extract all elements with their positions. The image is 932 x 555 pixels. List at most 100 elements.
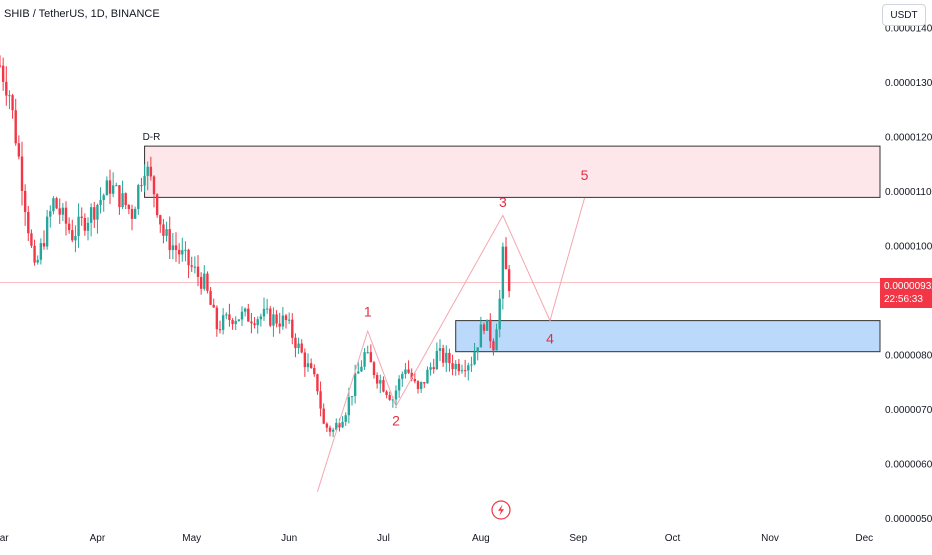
candle-body — [89, 207, 93, 223]
bar-countdown: 22:56:33 — [884, 294, 923, 305]
candle-body — [256, 319, 259, 326]
candle-body — [77, 216, 80, 236]
candle-body — [118, 185, 121, 208]
candle-body — [199, 276, 203, 289]
candle-body — [353, 373, 357, 397]
candle-body — [388, 395, 391, 400]
candle-body — [467, 365, 470, 371]
candle-body — [55, 198, 58, 209]
wave-label-4: 4 — [546, 331, 554, 347]
candle-body — [225, 314, 228, 316]
candle-body — [413, 379, 417, 382]
wave-layer: 1 2 3 4 5 — [316, 167, 589, 492]
candle-body — [218, 329, 222, 331]
candle-body — [11, 95, 14, 111]
last-price-value: 0.00000932 — [884, 281, 932, 292]
candle-body — [243, 308, 247, 312]
wave-path[interactable] — [316, 197, 586, 492]
candle-body — [382, 380, 385, 392]
candle-body — [473, 352, 476, 365]
lightning-icon[interactable] — [491, 500, 511, 520]
candle-body — [504, 246, 508, 270]
candle-body — [419, 382, 423, 389]
candles-layer — [0, 55, 511, 437]
candle-body — [448, 352, 451, 364]
candle-body — [438, 348, 442, 351]
candle-body — [234, 320, 237, 325]
candle-body — [149, 166, 153, 177]
candle-body — [215, 307, 219, 330]
candle-body — [121, 193, 124, 208]
candle-body — [247, 308, 250, 322]
candle-body — [96, 204, 99, 220]
candle-body — [350, 396, 354, 398]
candle-body — [155, 194, 159, 216]
candle-body — [366, 352, 369, 354]
candle-body — [231, 319, 234, 325]
y-tick-label: 0.00001100 — [885, 187, 932, 198]
currency-button[interactable]: USDT — [882, 4, 926, 26]
candle-body — [397, 378, 401, 391]
demand-zone[interactable] — [455, 320, 881, 353]
candle-body — [228, 314, 231, 320]
candle-body — [74, 235, 77, 241]
candle-body — [457, 363, 461, 372]
candle-body — [240, 311, 244, 320]
candle-body — [507, 269, 511, 292]
candle-body — [143, 175, 146, 186]
candle-body — [470, 364, 473, 366]
candle-body — [385, 391, 388, 396]
candle-body — [476, 347, 479, 353]
supply-zone[interactable] — [144, 145, 881, 198]
candle-body — [325, 423, 329, 428]
candle-body — [49, 211, 52, 217]
candle-body — [262, 308, 266, 317]
symbol-title: SHIB / TetherUS, 1D, BINANCE — [4, 8, 160, 20]
candle-body — [39, 243, 43, 260]
candle-body — [379, 380, 382, 384]
candle-body — [0, 65, 2, 67]
candle-body — [394, 390, 398, 400]
candle-body — [410, 372, 413, 380]
wave-label-5: 5 — [581, 167, 589, 183]
candle-body — [108, 180, 112, 194]
candle-body — [347, 397, 351, 416]
candle-body — [338, 422, 341, 428]
candle-body — [369, 352, 373, 363]
candle-body — [111, 185, 115, 194]
candle-body — [190, 265, 193, 267]
candle-body — [36, 259, 39, 263]
candle-body — [33, 245, 36, 263]
candle-body — [297, 343, 300, 349]
candle-body — [495, 329, 498, 351]
candle-body — [454, 363, 457, 370]
candle-body — [272, 314, 275, 326]
candle-body — [313, 367, 316, 375]
candle-body — [423, 382, 426, 384]
candle-body — [265, 308, 269, 310]
candle-body — [115, 185, 118, 187]
candle-body — [426, 369, 429, 384]
candle-body — [130, 209, 134, 219]
candle-body — [181, 250, 184, 255]
candle-body — [184, 249, 187, 251]
candle-body — [416, 381, 420, 389]
time-axis[interactable]: Mar Apr May Jun Jul Aug Sep Oct Nov Dec — [0, 533, 873, 544]
candle-body — [30, 233, 33, 246]
candle-body — [127, 205, 131, 210]
candle-body — [463, 370, 467, 372]
candle-body — [432, 367, 435, 370]
candle-body — [275, 314, 278, 324]
candle-body — [221, 315, 225, 330]
candle-body — [99, 200, 102, 205]
candle-body — [489, 319, 492, 342]
candle-body — [435, 350, 439, 370]
